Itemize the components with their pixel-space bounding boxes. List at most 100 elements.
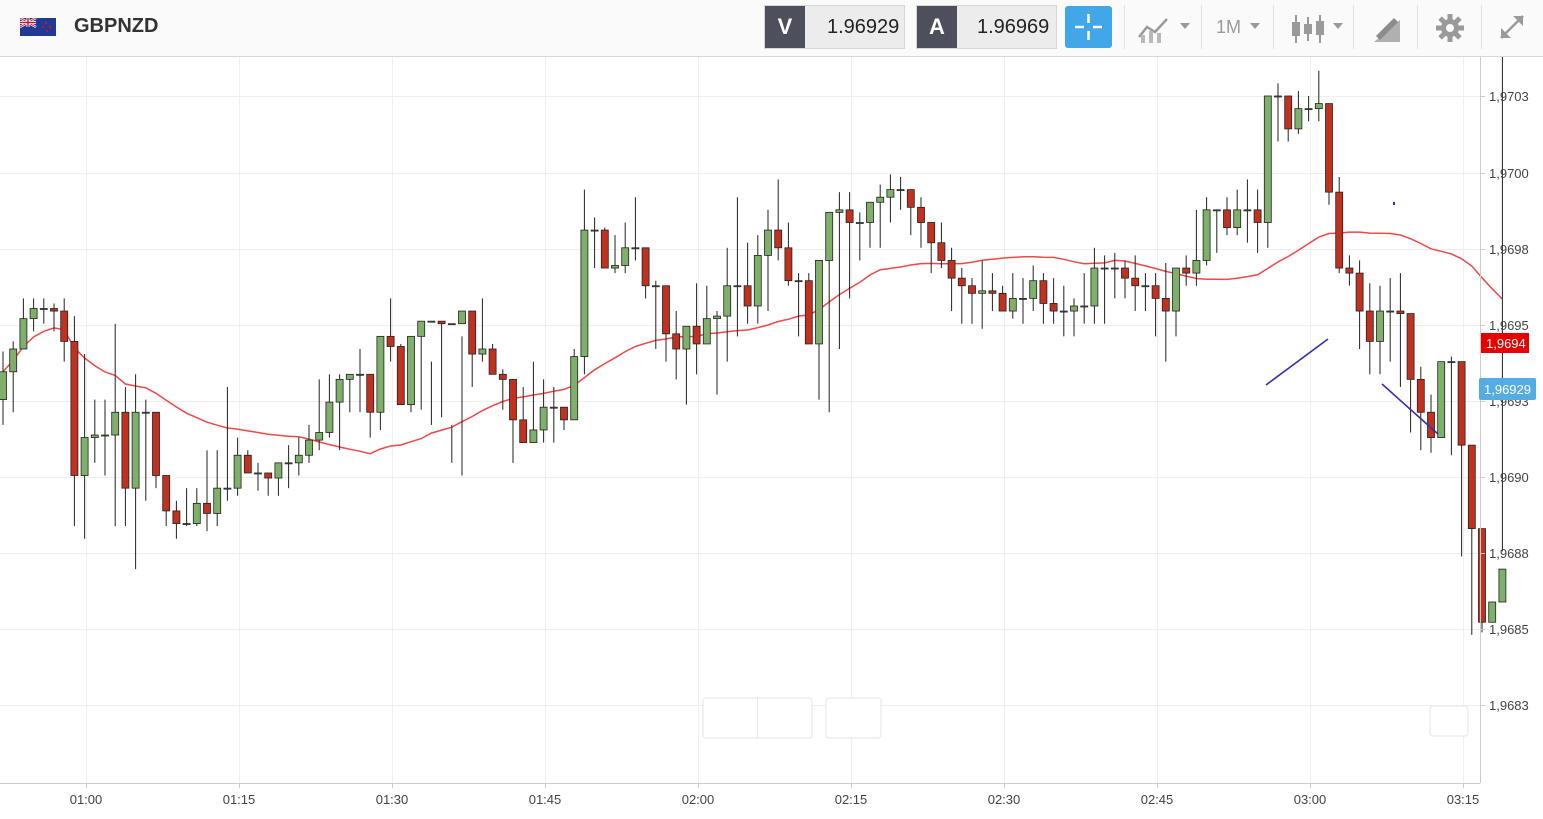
candle <box>672 311 681 380</box>
candle-body-up <box>141 411 150 414</box>
candle <box>876 184 885 248</box>
candle-body-up <box>325 401 334 433</box>
candle-body-up <box>1243 209 1252 212</box>
candle-body-down <box>1355 272 1364 312</box>
candle-body-up <box>1202 209 1211 261</box>
candle <box>784 222 793 286</box>
candle <box>233 437 242 496</box>
bid-price-label: 1,96929 <box>1484 382 1531 397</box>
candle <box>172 500 181 539</box>
candles-layer <box>0 57 1507 635</box>
candle-body-up <box>478 348 487 355</box>
candle <box>1029 265 1038 312</box>
candle <box>254 462 262 491</box>
candle-body-up <box>284 462 293 465</box>
candle-body-down <box>947 260 956 279</box>
candle <box>498 369 507 410</box>
candle <box>886 174 895 223</box>
candle-body-up <box>9 348 18 373</box>
candle-body-up <box>1172 267 1180 312</box>
candle <box>1019 278 1027 324</box>
candle-body-down <box>468 310 477 355</box>
candle <box>274 462 283 496</box>
candle <box>549 386 558 443</box>
candle <box>121 386 130 527</box>
last-price-tag <box>1481 333 1529 353</box>
candle <box>641 247 650 299</box>
x-tick-label: 01:15 <box>223 792 256 807</box>
candle <box>998 285 1007 312</box>
candle-body-up <box>733 285 742 288</box>
candle <box>294 437 303 476</box>
candle-body-up <box>713 315 721 320</box>
candle-body-down <box>774 229 783 249</box>
crosshair-button[interactable] <box>1065 6 1112 48</box>
candle <box>1090 247 1099 324</box>
candle-body-down <box>366 373 375 413</box>
y-tick-label: 1,9695 <box>1489 318 1529 333</box>
candle <box>1274 83 1282 142</box>
ask-quote-box[interactable]: A 1.96969 <box>916 5 1057 49</box>
candle <box>1416 366 1425 451</box>
candle <box>192 488 201 527</box>
candle-body-down <box>1406 313 1415 380</box>
candle <box>855 212 864 261</box>
x-tick-label: 03:15 <box>1447 792 1480 807</box>
candle <box>906 189 915 236</box>
gb-nz-flag-icon <box>20 18 56 36</box>
chevron-down-icon <box>1333 23 1343 29</box>
candle-body-up <box>876 196 885 203</box>
candle-body-down <box>988 290 997 294</box>
candle <box>1376 285 1384 375</box>
candle <box>1498 57 1507 603</box>
y-tick-label: 1,9685 <box>1489 622 1529 637</box>
candle <box>580 189 589 375</box>
candle <box>560 406 568 430</box>
candle <box>325 374 334 438</box>
candle <box>305 424 313 463</box>
candle <box>743 242 752 324</box>
candle-body-down <box>152 411 160 476</box>
candle <box>519 386 528 444</box>
candle <box>376 335 385 430</box>
candle-body-up <box>580 229 589 357</box>
candle-body-down <box>927 222 936 244</box>
candle-body-down <box>1396 310 1405 314</box>
symbol-title: GBPNZD <box>74 15 159 37</box>
candle-body-up <box>458 310 466 325</box>
fullscreen-button[interactable] <box>1481 5 1543 49</box>
candle-body-up <box>80 437 89 476</box>
candle <box>213 450 222 527</box>
chart-grid <box>0 57 1480 783</box>
scroll-to-latest-button[interactable] <box>1429 705 1469 737</box>
candle-body-up <box>101 434 109 437</box>
settings-button[interactable] <box>1417 5 1482 49</box>
candle-body-up <box>866 201 874 223</box>
timeframe-button[interactable]: 1M <box>1201 5 1274 49</box>
candle-body-up <box>39 308 48 310</box>
candle-body-up <box>1080 305 1089 308</box>
price-chart[interactable]: 1,97031,97001,96981,96951,96931,96901,96… <box>0 57 1543 819</box>
candle <box>1110 252 1119 299</box>
candle-body-up <box>1304 108 1313 111</box>
candle-body-up <box>1386 310 1395 313</box>
candle-body-up <box>1488 601 1497 623</box>
candle-body-down <box>937 242 946 261</box>
candle <box>1039 273 1048 324</box>
candle <box>141 399 150 501</box>
candle-style-button[interactable] <box>1273 5 1354 49</box>
candle-body-up <box>1141 285 1150 288</box>
chart-type-button[interactable] <box>1124 5 1202 49</box>
candle <box>1355 260 1364 349</box>
candle-body-down <box>70 341 79 476</box>
candle <box>284 445 293 489</box>
bid-quote-box[interactable]: V 1.96929 <box>764 5 905 49</box>
zoom-controls[interactable] <box>702 697 1469 739</box>
candle <box>29 298 38 332</box>
drawing-tools-button[interactable] <box>1353 5 1418 49</box>
candle-body-up <box>254 472 262 475</box>
candle-body-up <box>1437 361 1446 438</box>
reset-view-button[interactable] <box>825 697 882 739</box>
candle-body-up <box>1090 267 1099 307</box>
candle-body-up <box>1008 297 1017 312</box>
